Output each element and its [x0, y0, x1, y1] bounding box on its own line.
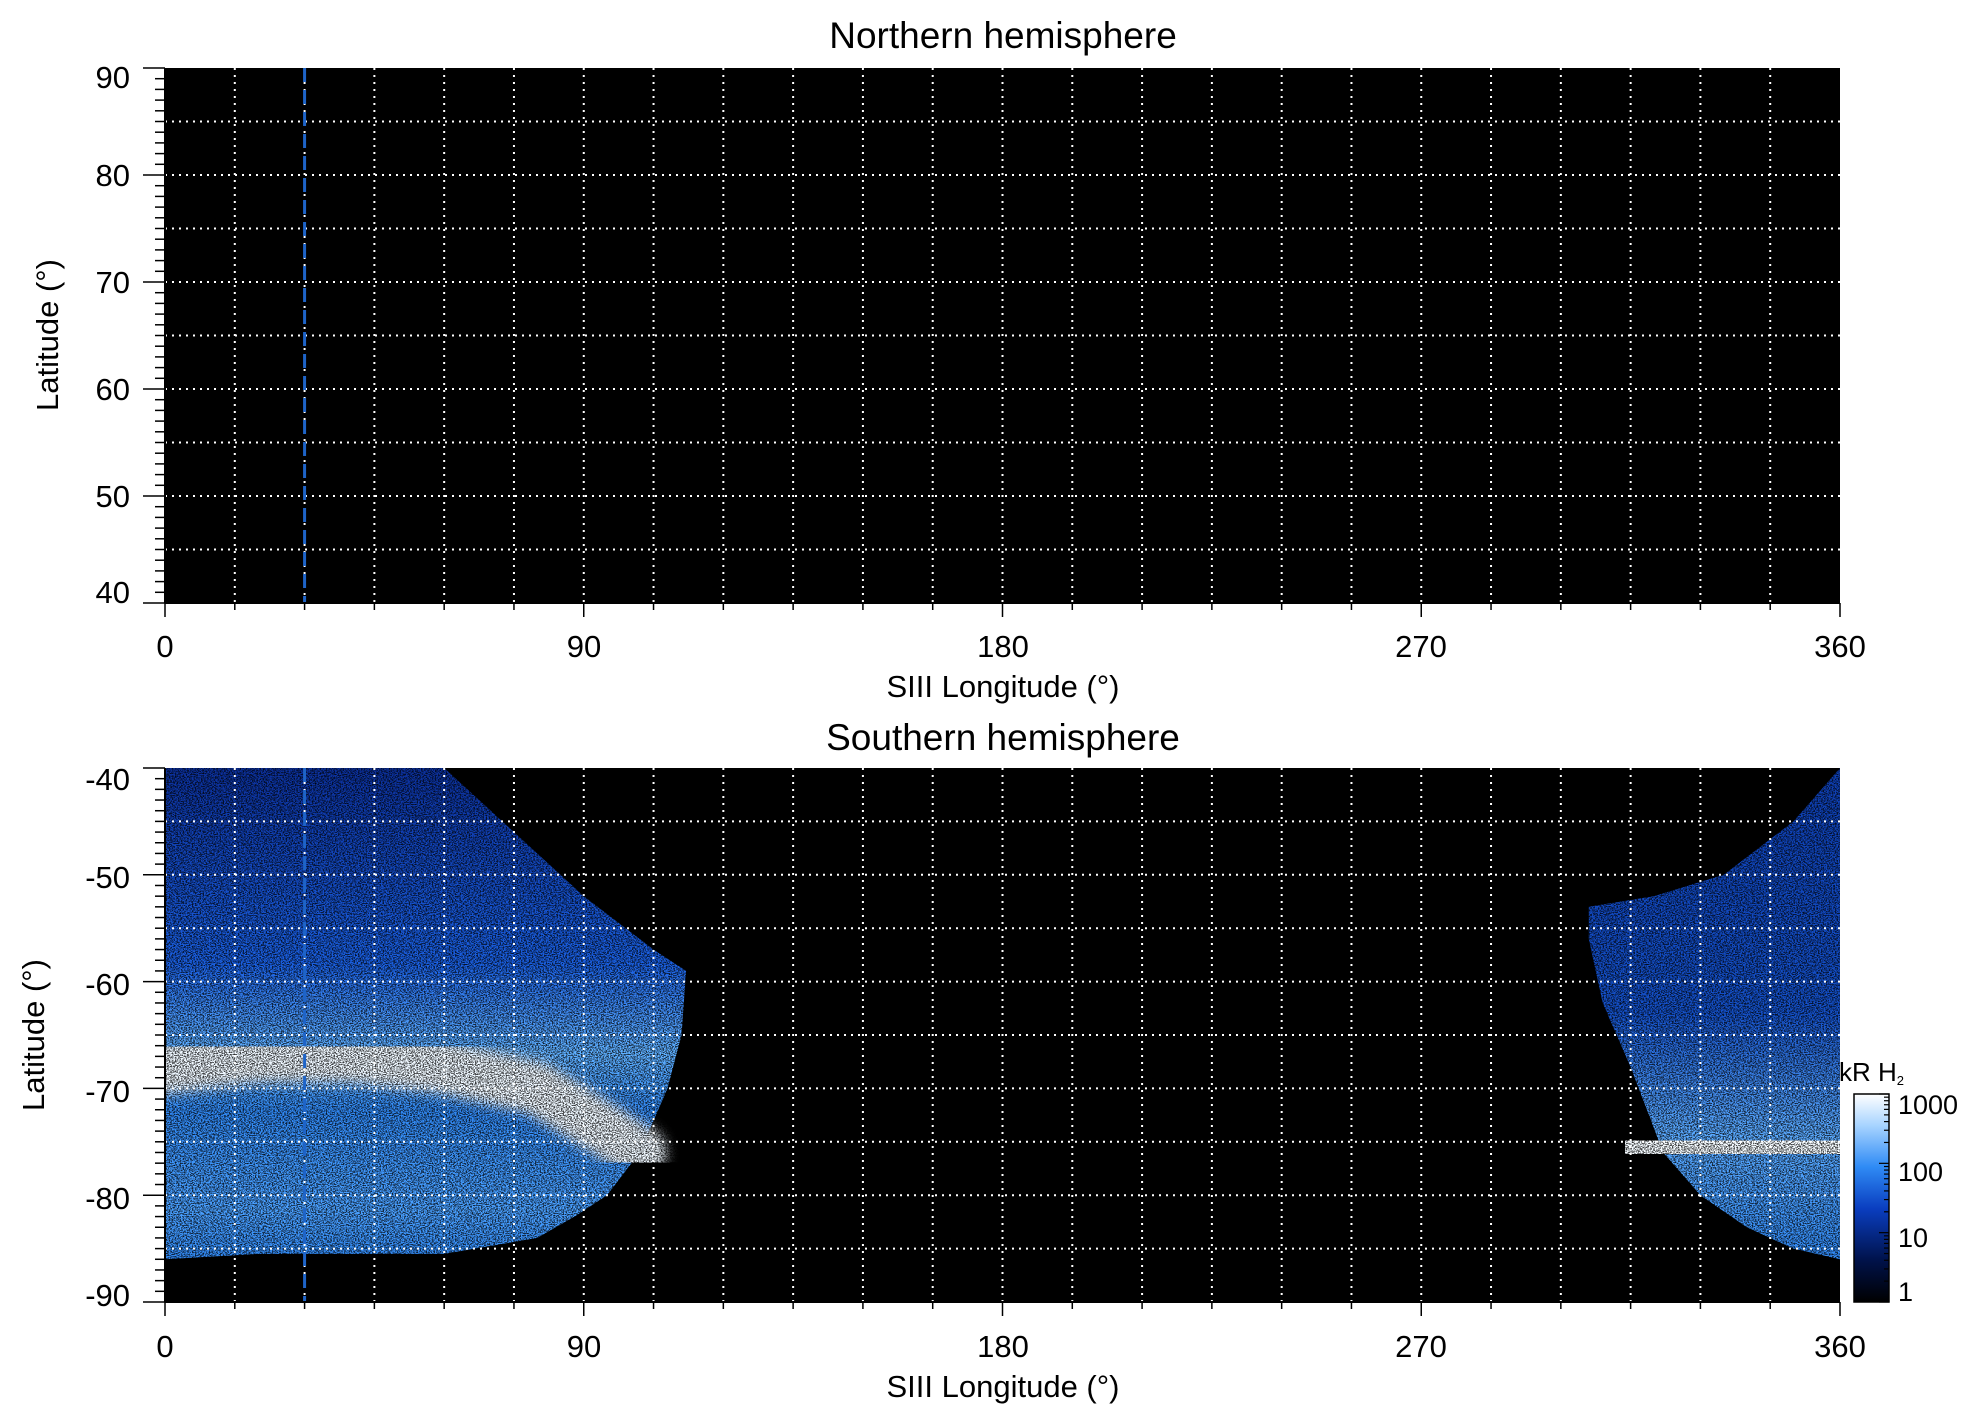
south-x-tick-label-0: 0 [156, 1329, 173, 1364]
north-x-tick-label-270: 270 [1395, 629, 1447, 664]
south-y-tick-label-m60: -60 [85, 967, 130, 1002]
south-y-ticks [143, 767, 166, 1303]
colorbar: kR H2 1000 100 10 1 [1839, 1057, 1958, 1307]
north-grid [165, 68, 1840, 603]
north-x-tick-label-360: 360 [1814, 629, 1866, 664]
north-title: Northern hemisphere [829, 15, 1177, 56]
south-panel: Southern hemisphere 0 90 180 270 360 -40… [16, 717, 1866, 1404]
north-y-tick-label-50: 50 [96, 479, 130, 514]
colorbar-label: kR H2 [1839, 1057, 1904, 1088]
colorbar-tick-label-10: 10 [1898, 1223, 1928, 1253]
north-panel: Northern hemisphere 0 90 180 270 360 90 … [30, 15, 1866, 704]
south-x-tick-label-180: 180 [977, 1329, 1029, 1364]
north-y-tick-label-70: 70 [96, 265, 130, 300]
south-emission-layer [165, 768, 1840, 1260]
north-y-tick-label-80: 80 [96, 158, 130, 193]
south-x-axis-label: SIII Longitude (°) [887, 1369, 1120, 1404]
colorbar-ticks [1879, 1093, 1889, 1303]
south-x-tick-label-90: 90 [567, 1329, 601, 1364]
south-y-tick-label-m90: -90 [85, 1278, 130, 1313]
north-y-ticks [143, 67, 166, 604]
south-x-ticks [164, 1301, 1841, 1316]
south-y-axis-label: Latitude (°) [16, 959, 51, 1111]
north-x-tick-label-0: 0 [156, 629, 173, 664]
north-x-tick-label-90: 90 [567, 629, 601, 664]
south-y-tick-label-m80: -80 [85, 1181, 130, 1216]
south-x-tick-label-270: 270 [1395, 1329, 1447, 1364]
colorbar-tick-label-100: 100 [1898, 1157, 1943, 1187]
south-y-tick-label-m70: -70 [85, 1074, 130, 1109]
south-y-tick-label-m40: -40 [85, 762, 130, 797]
emission-speckle-east [1588, 768, 1840, 1260]
colorbar-label-subscript: 2 [1897, 1073, 1904, 1088]
north-x-ticks [164, 602, 1841, 617]
colorbar-tick-label-1000: 1000 [1898, 1090, 1958, 1120]
north-y-axis-label: Latitude (°) [30, 259, 65, 411]
north-x-axis-label: SIII Longitude (°) [887, 669, 1120, 704]
north-y-tick-label-90: 90 [96, 60, 130, 95]
south-x-tick-label-360: 360 [1814, 1329, 1866, 1364]
emission-speckle-west [165, 768, 687, 1260]
north-y-tick-label-60: 60 [96, 372, 130, 407]
south-title: Southern hemisphere [826, 717, 1180, 758]
south-y-tick-label-m50: -50 [85, 860, 130, 895]
north-x-tick-label-180: 180 [977, 629, 1029, 664]
north-y-tick-label-40: 40 [96, 575, 130, 610]
colorbar-gradient [1853, 1093, 1890, 1303]
colorbar-tick-label-1: 1 [1898, 1277, 1913, 1307]
